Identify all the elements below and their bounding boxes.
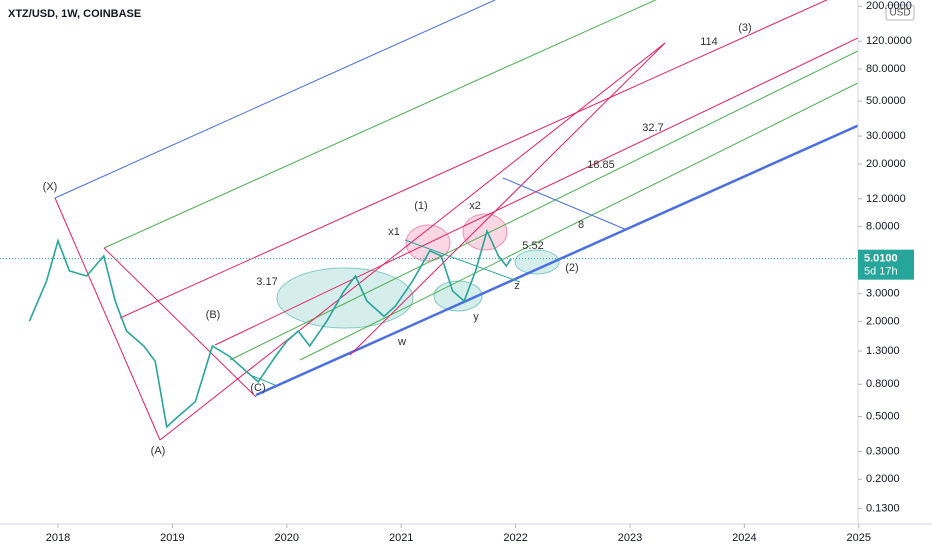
y-tick-label: 0.1300: [866, 503, 900, 515]
y-tick-label: 0.2000: [866, 473, 900, 485]
zone: [462, 213, 508, 251]
trendline: [54, 197, 161, 441]
x-tick-label: 2018: [46, 532, 70, 544]
x-tick-label: 2022: [503, 532, 527, 544]
annotation: 3.17: [256, 276, 277, 288]
trendline: [214, 37, 858, 346]
trendline: [103, 0, 657, 249]
trendline: [404, 239, 521, 283]
x-tick-label: 2019: [160, 532, 184, 544]
annotation: x2: [469, 200, 481, 212]
annotation: 5.52: [522, 240, 543, 252]
trendline: [249, 374, 276, 386]
annotation: (C): [250, 382, 265, 394]
zone: [514, 249, 560, 275]
x-tick-label: 2025: [847, 532, 871, 544]
annotation: (3): [738, 22, 751, 34]
currency: USD: [889, 8, 910, 19]
annotation: z: [514, 280, 520, 292]
y-tick-label: 3.0000: [866, 288, 900, 300]
annotation: x1: [388, 226, 400, 238]
trendline: [159, 42, 666, 441]
x-tick-label: 2021: [389, 532, 413, 544]
x-tick-label: 2023: [618, 532, 642, 544]
annotation: (1): [414, 200, 427, 212]
annotation: (B): [206, 309, 221, 321]
y-tick-label: 80.0000: [866, 63, 906, 75]
plot-area: [28, 228, 512, 429]
x-tick-label: 2020: [275, 532, 299, 544]
price-label: 5.0100: [864, 253, 898, 265]
y-tick-label: 30.0000: [866, 130, 906, 142]
y-tick-label: 8.0000: [866, 221, 900, 233]
y-tick-label: 0.5000: [866, 410, 900, 422]
trendline: [103, 247, 257, 398]
annotation: 114: [700, 36, 718, 48]
annotation: (2): [565, 262, 578, 274]
y-tick-label: 0.8000: [866, 378, 900, 390]
y-tick-label: 50.0000: [866, 95, 906, 107]
annotation: 18.85: [587, 159, 615, 171]
drawings: [54, 0, 858, 441]
annotation: 32.7: [642, 122, 663, 134]
y-tick-label: 120.0000: [866, 35, 912, 47]
trendline: [299, 82, 858, 361]
y-tick-label: 20.0000: [866, 158, 906, 170]
annotation: (X): [43, 181, 58, 193]
currency-box[interactable]: [885, 4, 915, 21]
trendline: [229, 50, 858, 361]
trendline: [502, 177, 628, 231]
y-tick-label: 1.3000: [866, 345, 900, 357]
trendline: [54, 0, 496, 199]
annotation: (A): [151, 445, 166, 457]
zone: [276, 267, 414, 329]
price-label-box: [858, 249, 914, 280]
annotation: w: [397, 336, 406, 348]
annotation: y: [473, 311, 479, 323]
y-tick-label: 2.0000: [866, 315, 900, 327]
chart-title: XTZ/USD, 1W, COINBASE: [8, 8, 141, 20]
trendline: [119, 0, 828, 319]
countdown: 5d 17h: [864, 266, 898, 278]
annotation: 8: [578, 219, 584, 231]
price-line: [28, 228, 512, 429]
trendline: [349, 42, 666, 356]
y-tick-label: 200.0000: [866, 0, 912, 12]
x-tick-label: 2024: [732, 532, 756, 544]
y-tick-label: 12.0000: [866, 193, 906, 205]
y-tick-label: 0.3000: [866, 445, 900, 457]
